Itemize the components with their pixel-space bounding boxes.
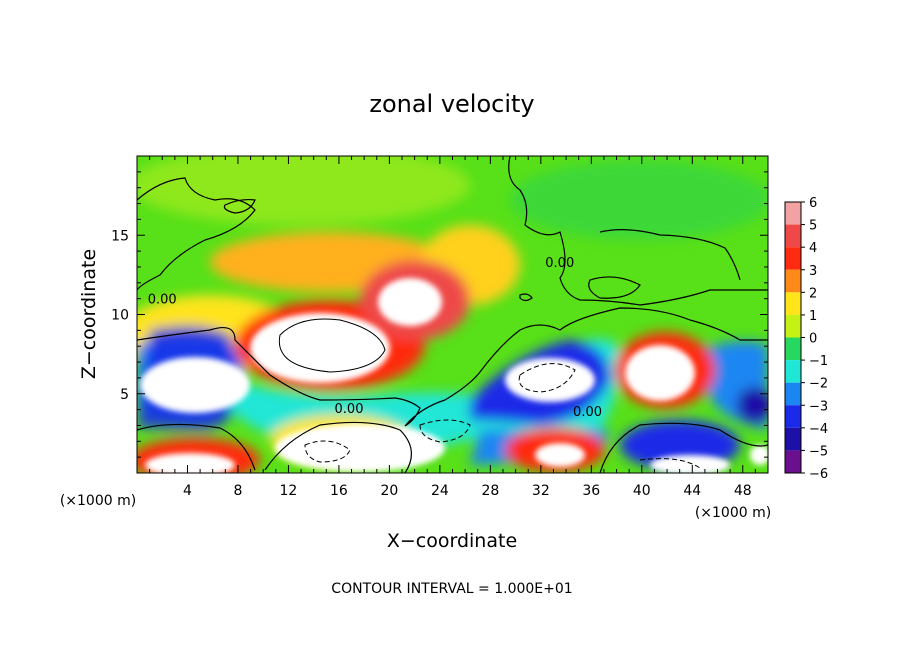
x-tick-label: 40 — [633, 483, 651, 499]
colorbar-tick-label: 6 — [809, 196, 817, 211]
colorbar-tick-label: −5 — [809, 444, 828, 459]
colorbar-tick-label: 2 — [809, 286, 817, 301]
colorbar-tick-label: 3 — [809, 264, 817, 279]
colorbar-swatch — [785, 269, 801, 293]
colorbar-swatch — [785, 382, 801, 406]
colorbar-tick-label: −4 — [809, 422, 828, 437]
y-tick-label: 10 — [111, 308, 129, 324]
y-tick-label: 15 — [111, 228, 129, 244]
colorbar-swatch — [785, 314, 801, 338]
colorbar-swatch — [785, 224, 801, 248]
contour-label: 0.00 — [148, 293, 177, 308]
x-tick-label: 48 — [734, 483, 752, 499]
x-unit-right: (×1000 m) — [695, 505, 771, 521]
chart-title: zonal velocity — [369, 90, 534, 118]
colorbar-tick-label: −2 — [809, 377, 828, 392]
colorbar-tick-label: −6 — [809, 467, 828, 482]
colorbar-tick-label: 4 — [809, 241, 817, 256]
x-axis-label: X−coordinate — [387, 530, 517, 552]
x-tick-label: 20 — [380, 483, 398, 499]
colorbar-swatch — [785, 450, 801, 473]
colorbar-swatch — [785, 405, 801, 428]
x-tick-label: 28 — [481, 483, 499, 499]
y-axis-ticks: 5 10 15 — [111, 171, 768, 458]
colorbar-swatch — [785, 247, 801, 270]
contour-interval-note: CONTOUR INTERVAL = 1.000E+01 — [331, 581, 572, 597]
contour-label: 0.00 — [573, 405, 602, 420]
colorbar-swatch — [785, 292, 801, 315]
x-unit-left: (×1000 m) — [60, 493, 136, 509]
colorbar-tick-label: 0 — [809, 332, 817, 347]
colorbar-tick-label: 1 — [809, 309, 817, 324]
x-axis-ticks: 4 8 12 16 20 24 28 32 36 40 44 48 — [149, 156, 756, 499]
y-axis-label: Z−coordinate — [78, 249, 100, 379]
negative-contours — [304, 363, 701, 469]
zero-contours — [137, 156, 768, 473]
colorbar-swatch — [785, 202, 801, 225]
colorbar-tick-label: −3 — [809, 399, 828, 414]
y-tick-label: 5 — [120, 387, 129, 403]
x-tick-label: 24 — [431, 483, 449, 499]
x-tick-label: 44 — [683, 483, 701, 499]
colorbar-tick-label: −1 — [809, 354, 828, 369]
colorbar: 6 5 4 3 2 1 0 −1 −2 −3 −4 −5 −6 — [784, 196, 828, 482]
colorbar-swatch — [785, 360, 801, 383]
x-tick-label: 32 — [532, 483, 550, 499]
x-tick-label: 12 — [280, 483, 298, 499]
x-tick-label: 4 — [183, 483, 192, 499]
contour-labels: 0.00 0.00 0.00 0.00 — [148, 256, 602, 420]
saturation-cores — [140, 278, 768, 473]
heatmap-field — [137, 156, 768, 473]
colorbar-swatch — [785, 427, 801, 451]
positive-contours — [278, 318, 386, 373]
colorbar-tick-label: 5 — [809, 219, 817, 234]
x-tick-label: 16 — [330, 483, 348, 499]
contour-label: 0.00 — [335, 402, 364, 417]
x-tick-label: 36 — [582, 483, 600, 499]
contour-label: 0.00 — [545, 256, 574, 271]
x-tick-label: 8 — [233, 483, 242, 499]
colorbar-swatch — [785, 337, 801, 361]
